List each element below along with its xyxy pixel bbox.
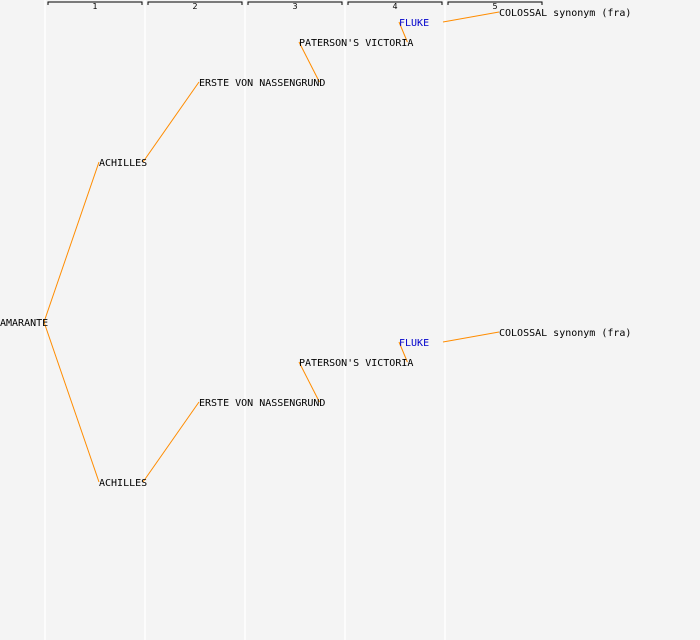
node-n7[interactable]: ERSTE VON NASSENGRUND [199, 398, 325, 409]
node-n10[interactable]: COLOSSAL synonym (fra) [499, 328, 631, 339]
edge-n6-n7 [142, 401, 200, 483]
generation-header-3: 3 [247, 1, 343, 11]
node-n8[interactable]: PATERSON'S VICTORIA [299, 358, 413, 369]
generation-bracket [147, 1, 243, 5]
node-n0[interactable]: AMARANTE [0, 318, 48, 329]
generation-label: 4 [392, 2, 397, 11]
edge-n1-n2 [142, 81, 200, 163]
node-n3[interactable]: PATERSON'S VICTORIA [299, 38, 413, 49]
generation-label: 2 [192, 2, 197, 11]
node-n4[interactable]: FLUKE [399, 18, 429, 29]
generation-bracket [247, 1, 343, 5]
generation-headers: 1 2 3 4 5 [47, 1, 543, 11]
tree-nodes: AMARANTE ACHILLES ERSTE VON NASSENGRUND PAT… [0, 8, 631, 489]
generation-columns [44, 0, 446, 640]
edge-n7-n8 [298, 361, 320, 403]
generation-header-1: 1 [47, 1, 143, 11]
edge-n3-n4 [398, 21, 408, 43]
generation-label: 5 [492, 2, 497, 11]
node-n5[interactable]: COLOSSAL synonym (fra) [499, 8, 631, 19]
node-n1[interactable]: ACHILLES [99, 158, 147, 169]
node-n6[interactable]: ACHILLES [99, 478, 147, 489]
generation-label: 3 [292, 2, 297, 11]
edge-n8-n9 [398, 341, 408, 363]
edge-n2-n3 [298, 41, 320, 83]
generation-bracket [347, 1, 443, 5]
node-n9[interactable]: FLUKE [399, 338, 429, 349]
generation-header-5: 5 [447, 1, 543, 11]
edge-n0-n6 [43, 321, 100, 483]
edge-n0-n1 [43, 161, 100, 323]
generation-header-2: 2 [147, 1, 243, 11]
edge-n9-n10 [442, 331, 500, 343]
generation-bracket [447, 1, 543, 5]
generation-bracket [47, 1, 143, 5]
edge-n4-n5 [442, 11, 500, 23]
generation-header-4: 4 [347, 1, 443, 11]
tree-edges [43, 11, 500, 483]
generation-label: 1 [92, 2, 97, 11]
node-n2[interactable]: ERSTE VON NASSENGRUND [199, 78, 325, 89]
